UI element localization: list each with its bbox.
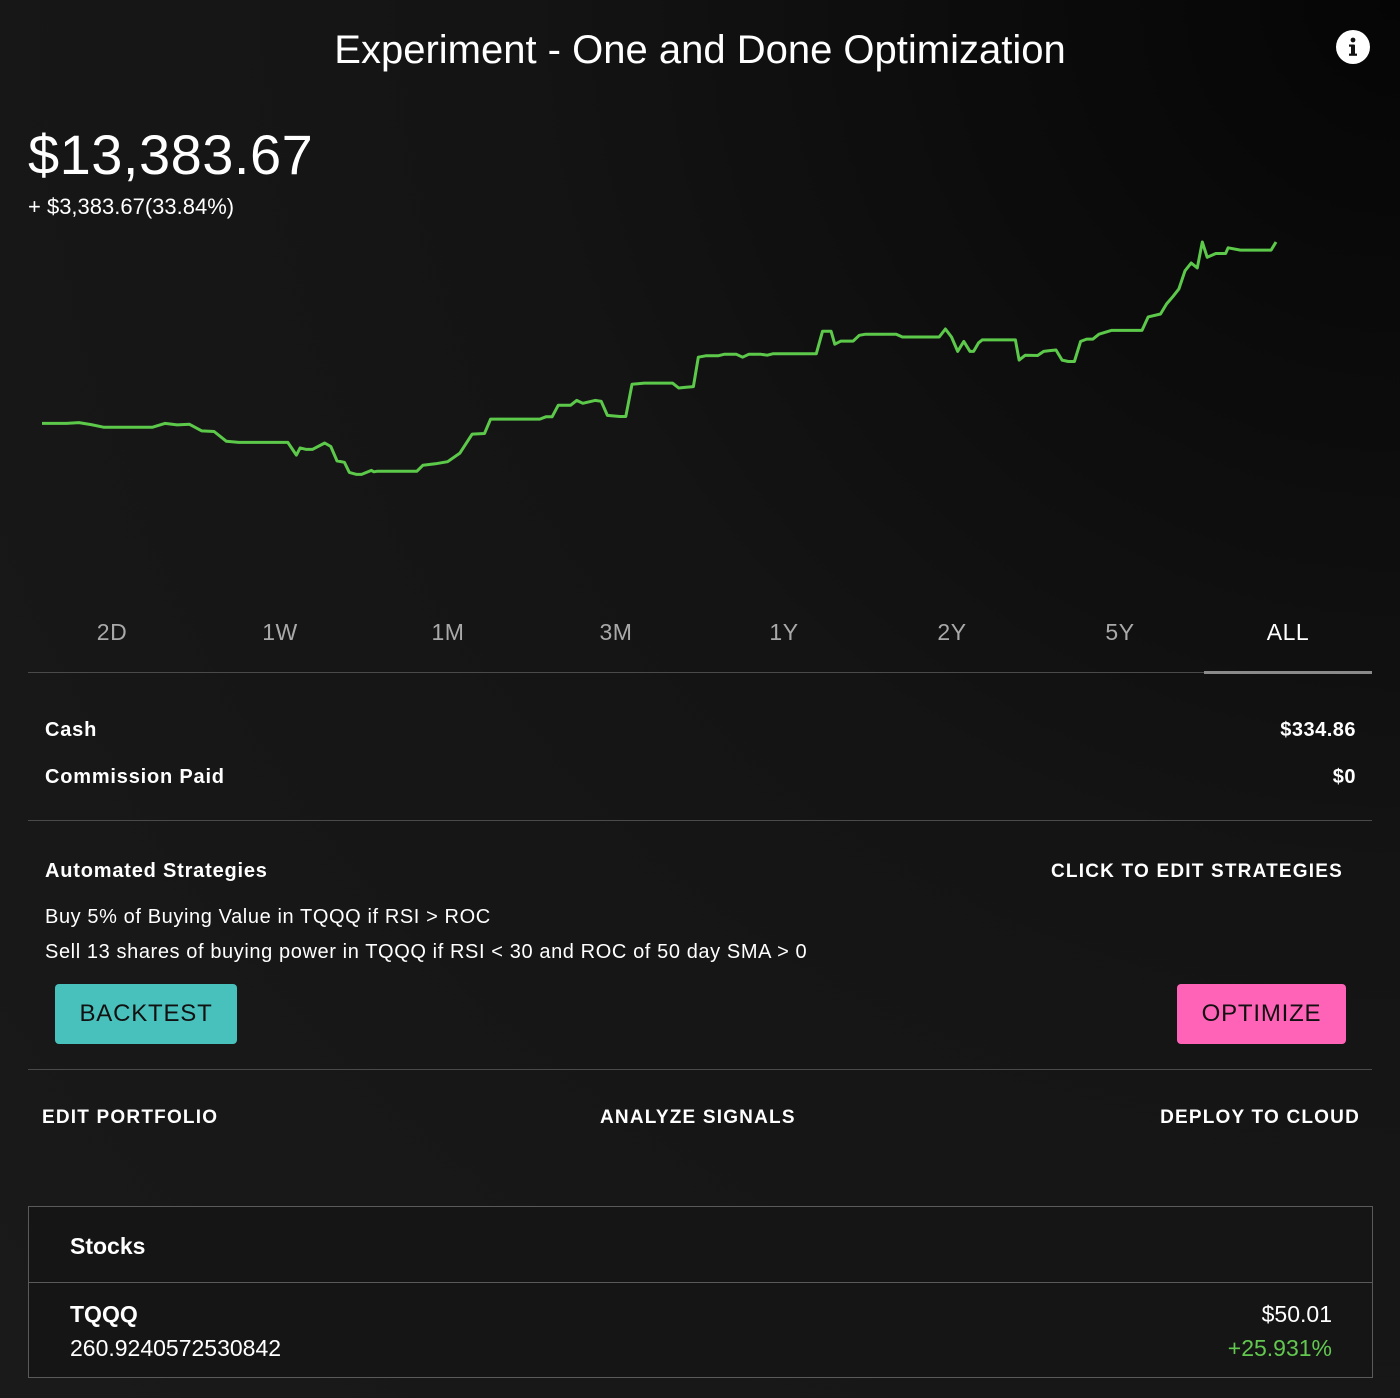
cash-value: $334.86 bbox=[1280, 719, 1356, 741]
cash-label: Cash bbox=[45, 719, 98, 741]
portfolio-change: + $3,383.67(33.84%) bbox=[28, 194, 235, 219]
portfolio-value: $13,383.67 bbox=[28, 123, 314, 186]
analyze-signals-button[interactable]: ANALYZE SIGNALS bbox=[600, 1107, 796, 1128]
edit-portfolio-button[interactable]: EDIT PORTFOLIO bbox=[42, 1107, 219, 1128]
divider bbox=[28, 820, 1372, 821]
tab-range-all[interactable]: ALL bbox=[1204, 600, 1372, 674]
tab-range-1y[interactable]: 1Y bbox=[769, 619, 799, 645]
stock-change: +25.931% bbox=[1227, 1335, 1332, 1361]
stocks-heading: Stocks bbox=[70, 1233, 146, 1259]
strategy-rule: Buy 5% of Buying Value in TQQQ if RSI > … bbox=[45, 906, 491, 928]
divider bbox=[28, 1069, 1372, 1070]
commission-label: Commission Paid bbox=[45, 766, 225, 788]
stock-symbol[interactable]: TQQQ bbox=[70, 1301, 138, 1327]
tab-range-3m[interactable]: 3M bbox=[599, 619, 633, 645]
divider bbox=[29, 1282, 1372, 1283]
time-range-tabs: 2D 1W 1M 3M 1Y 2Y 5Y ALL bbox=[28, 600, 1372, 674]
performance-line bbox=[42, 240, 1278, 476]
page-title: Experiment - One and Done Optimization bbox=[334, 28, 1066, 72]
edit-strategies-link[interactable]: CLICK TO EDIT STRATEGIES bbox=[1051, 861, 1343, 882]
tab-range-1m[interactable]: 1M bbox=[431, 619, 465, 645]
stock-quantity: 260.9240572530842 bbox=[70, 1335, 282, 1361]
tab-range-5y[interactable]: 5Y bbox=[1105, 619, 1135, 645]
strategy-rule: Sell 13 shares of buying power in TQQQ i… bbox=[45, 941, 808, 963]
stock-price: $50.01 bbox=[1261, 1301, 1332, 1327]
tab-range-2d[interactable]: 2D bbox=[96, 619, 128, 645]
performance-chart bbox=[42, 240, 1278, 476]
backtest-button[interactable]: BACKTEST bbox=[55, 984, 237, 1044]
stocks-panel: Stocks TQQQ 260.9240572530842 $50.01 +25… bbox=[28, 1206, 1373, 1378]
tab-range-2y[interactable]: 2Y bbox=[937, 619, 967, 645]
tab-range-1w[interactable]: 1W bbox=[262, 619, 298, 645]
strategies-heading: Automated Strategies bbox=[45, 860, 268, 882]
optimize-button[interactable]: OPTIMIZE bbox=[1177, 984, 1346, 1044]
info-icon[interactable] bbox=[1336, 30, 1370, 64]
commission-value: $0 bbox=[1332, 766, 1356, 788]
deploy-to-cloud-button[interactable]: DEPLOY TO CLOUD bbox=[1160, 1107, 1360, 1128]
